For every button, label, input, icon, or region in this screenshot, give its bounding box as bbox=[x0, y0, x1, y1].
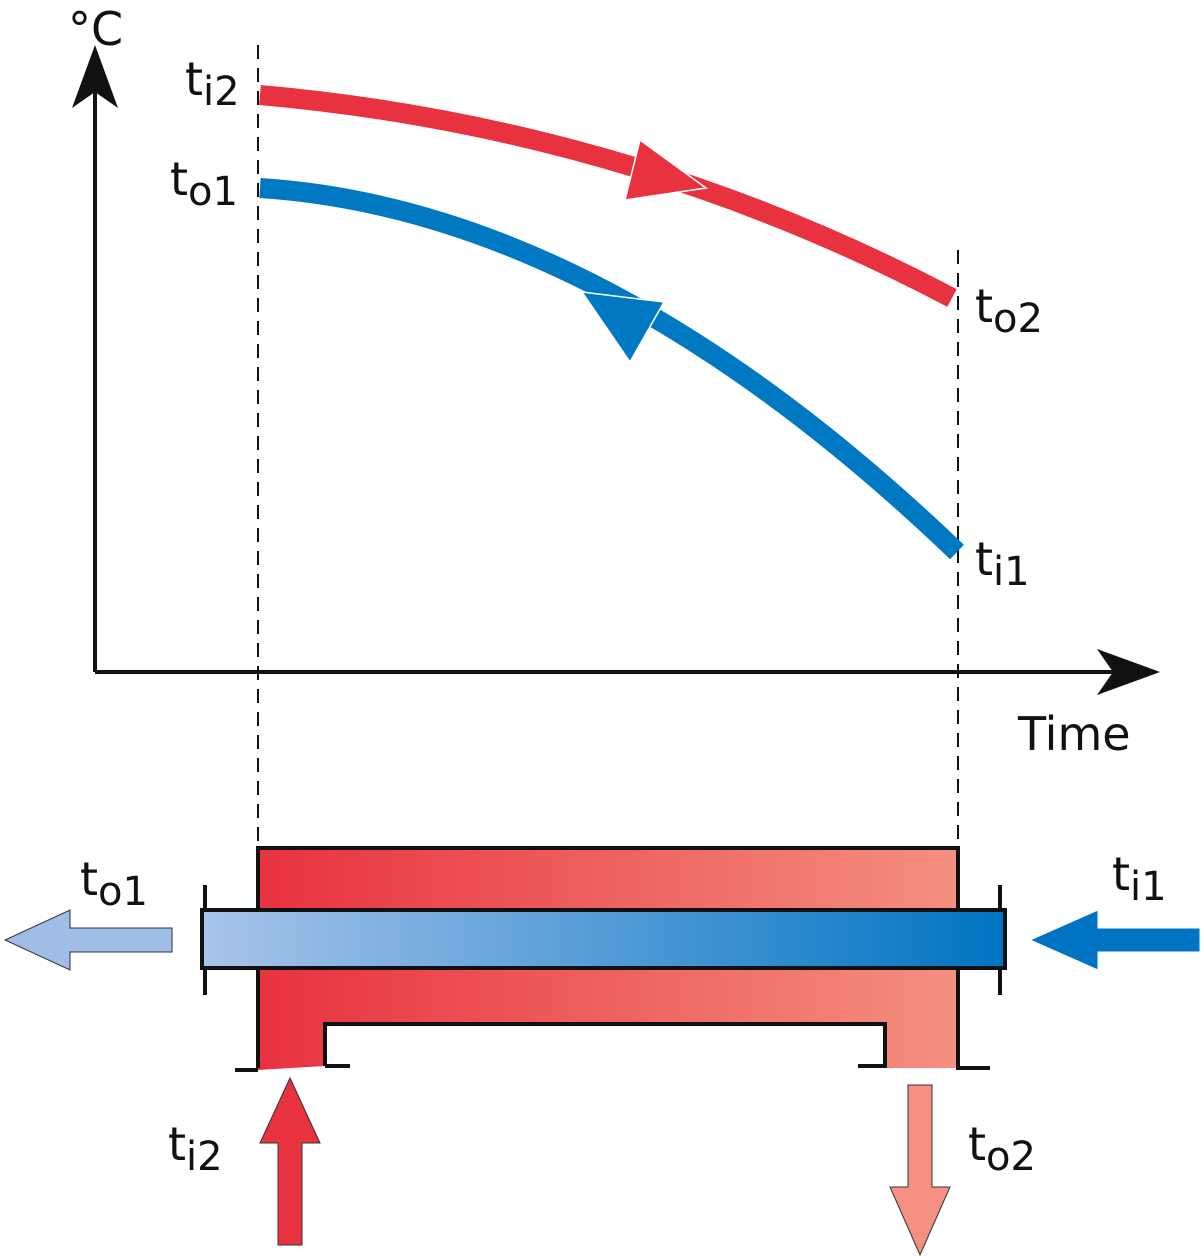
x-axis-label: Time bbox=[1017, 707, 1131, 761]
outlet-cold-arrow bbox=[3, 909, 173, 971]
axes bbox=[93, 90, 1125, 674]
label-to2: to2 bbox=[975, 279, 1043, 342]
cold-arrowhead bbox=[580, 291, 666, 364]
label-ti1-exchanger: ti1 bbox=[1112, 847, 1167, 910]
guides bbox=[257, 45, 959, 845]
outlet-hot-arrow bbox=[889, 1084, 951, 1257]
x-arrow bbox=[1097, 649, 1160, 695]
label-to2-exchanger: to2 bbox=[968, 1117, 1036, 1180]
label-to1: to1 bbox=[170, 152, 238, 215]
hot-arrowhead bbox=[624, 138, 708, 201]
hot-curve bbox=[259, 85, 957, 307]
tube bbox=[200, 908, 1007, 970]
label-ti2-exchanger: ti2 bbox=[168, 1117, 223, 1180]
inlet-cold-arrow bbox=[1028, 909, 1201, 971]
y-axis-label: °C bbox=[68, 2, 123, 56]
y-arrow bbox=[72, 45, 118, 108]
label-ti2: ti2 bbox=[185, 52, 240, 115]
cold-curve bbox=[259, 178, 964, 560]
label-ti1: ti1 bbox=[975, 532, 1030, 595]
label-to1-exchanger: to1 bbox=[80, 852, 148, 915]
inlet-hot-arrow bbox=[259, 1076, 321, 1246]
